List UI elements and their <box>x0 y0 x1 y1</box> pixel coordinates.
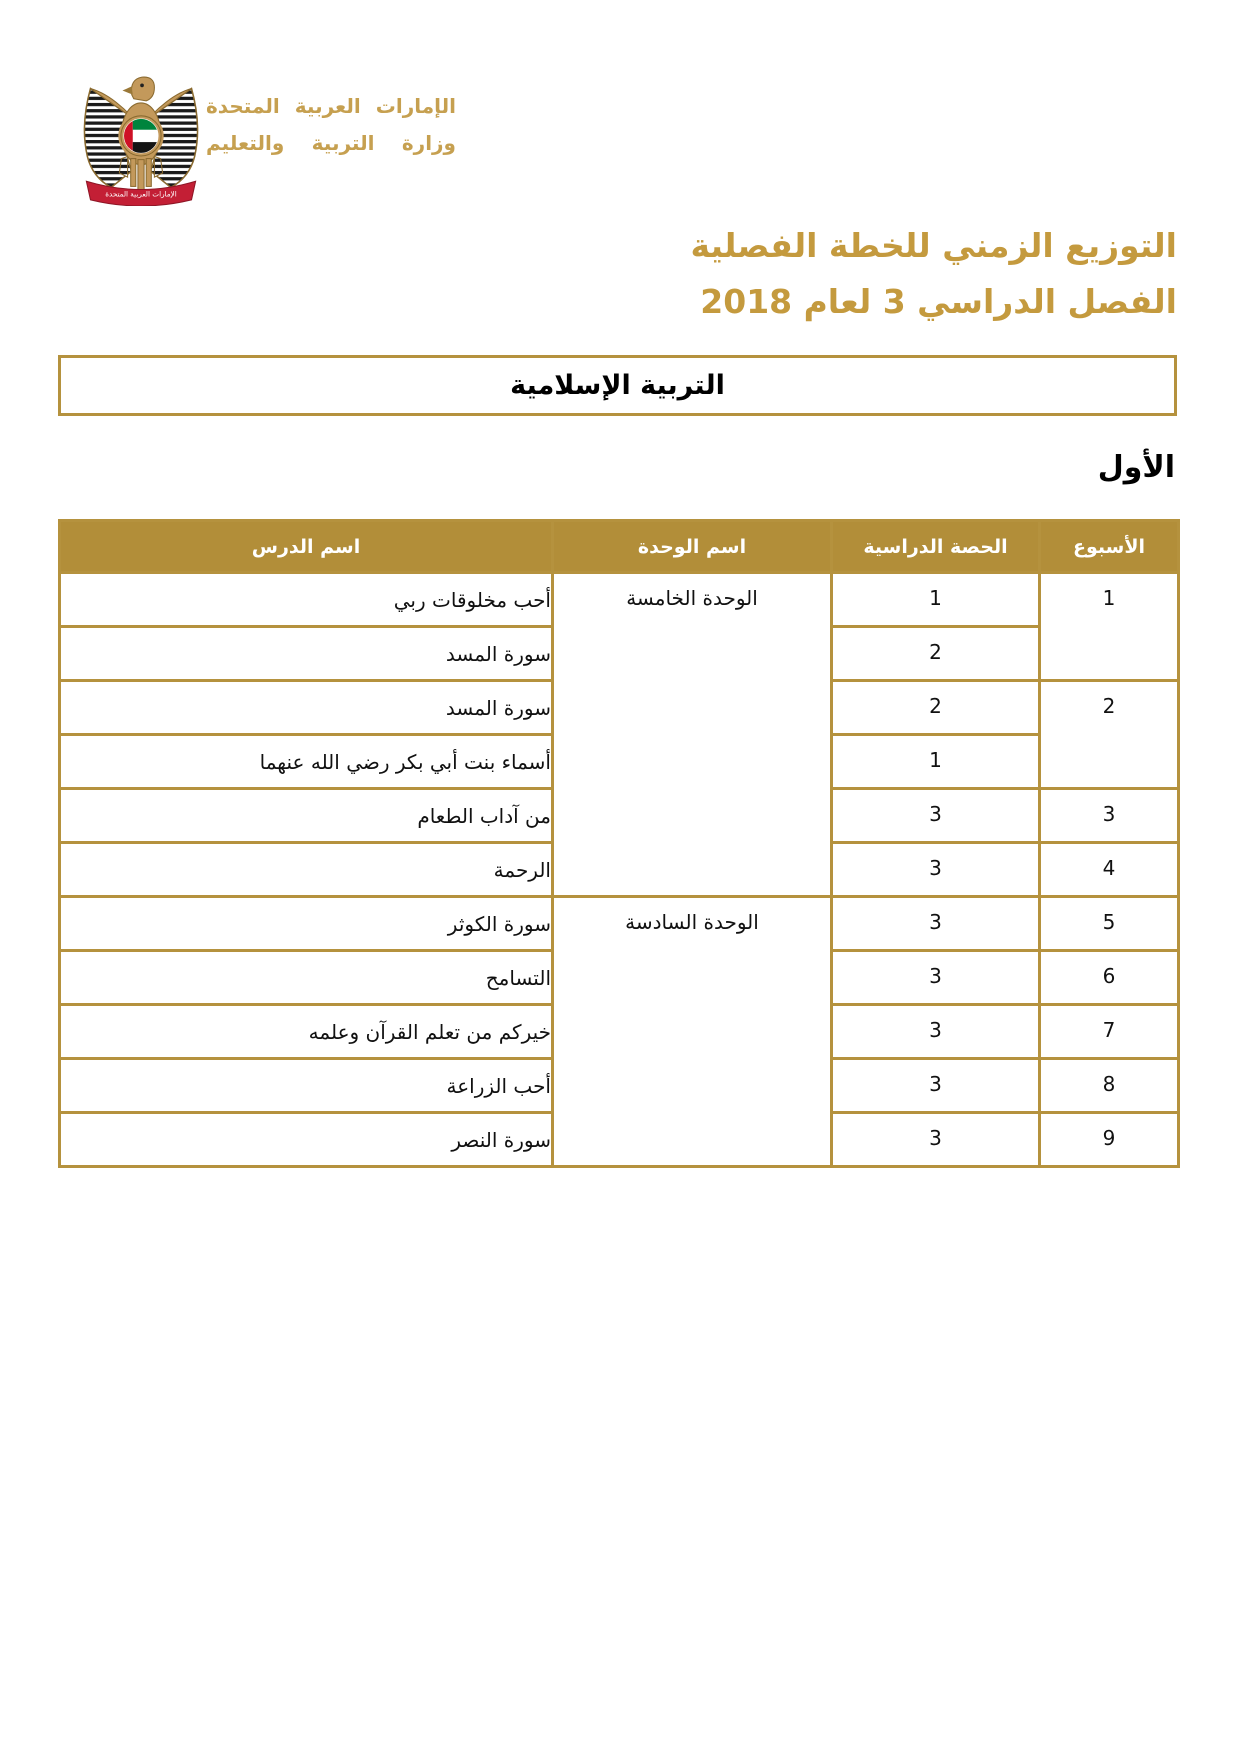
table-row: 9 3 سورة النصر <box>58 1111 1180 1168</box>
table-row: 1 أسماء بنت أبي بكر رضي الله عنهما <box>58 733 1179 790</box>
ministry-name-line2: وزارة التربية والتعليم <box>206 131 456 155</box>
schedule-table: الأسبوع الحصة الدراسية اسم الوحدة اسم ال… <box>58 519 1180 1168</box>
document-title-line2: الفصل الدراسي 3 لعام 2018 <box>700 282 1177 321</box>
week-cell: 5 <box>1038 895 1180 952</box>
lesson-cell: سورة المسد <box>58 625 554 682</box>
table-row: 2 سورة المسد <box>58 625 1179 682</box>
table-row: 7 3 خيركم من تعلم القرآن وعلمه <box>58 1003 1180 1060</box>
subject-title-box: التربية الإسلامية <box>58 355 1177 416</box>
period-cell: 3 <box>830 895 1041 952</box>
table-row: 1 1 الوحدة الخامسة أحب مخلوقات ربي <box>58 571 1180 898</box>
ribbon-banner: الإمارات العربية المتحدة <box>85 180 197 206</box>
week-cell: 8 <box>1038 1057 1180 1114</box>
header-row: الأسبوع الحصة الدراسية اسم الوحدة اسم ال… <box>58 519 1180 574</box>
table-row: 2 2 سورة المسد <box>58 679 1180 790</box>
lesson-cell: من آداب الطعام <box>58 787 554 844</box>
period-cell: 1 <box>830 571 1041 628</box>
week-cell: 4 <box>1038 841 1180 898</box>
banner-text: الإمارات العربية المتحدة <box>105 190 176 199</box>
col-header-unit: اسم الوحدة <box>551 519 833 574</box>
unit-cell: الوحدة السادسة <box>551 895 833 1168</box>
table-row: 3 3 من آداب الطعام <box>58 787 1180 844</box>
ministry-name: الإمارات العربية المتحدة وزارة التربية و… <box>206 88 456 162</box>
lesson-cell: أسماء بنت أبي بكر رضي الله عنهما <box>58 733 554 790</box>
period-cell: 3 <box>830 1111 1041 1168</box>
period-cell: 3 <box>830 841 1041 898</box>
period-cell: 3 <box>830 1003 1041 1060</box>
week-cell: 7 <box>1038 1003 1180 1060</box>
lesson-cell: سورة المسد <box>58 679 554 736</box>
week-cell: 6 <box>1038 949 1180 1006</box>
col-header-lesson: اسم الدرس <box>58 519 554 574</box>
document-title: التوزيع الزمني للخطة الفصلية الفصل الدرا… <box>690 218 1177 330</box>
lesson-cell: أحب مخلوقات ربي <box>58 571 554 628</box>
week-cell: 3 <box>1038 787 1180 844</box>
lesson-cell: سورة النصر <box>58 1111 554 1168</box>
period-cell: 3 <box>830 787 1041 844</box>
lesson-cell: خيركم من تعلم القرآن وعلمه <box>58 1003 554 1060</box>
lesson-cell: أحب الزراعة <box>58 1057 554 1114</box>
table-row: 4 3 الرحمة <box>58 841 1180 898</box>
falcon-tail <box>118 155 164 192</box>
flag-roundel <box>118 113 164 159</box>
table-row: 6 3 التسامح <box>58 949 1180 1006</box>
week-cell: 2 <box>1038 679 1180 790</box>
lesson-cell: سورة الكوثر <box>58 895 554 952</box>
week-cell: 1 <box>1038 571 1180 682</box>
col-header-period: الحصة الدراسية <box>830 519 1041 574</box>
period-cell: 2 <box>830 679 1041 736</box>
section-label: الأول <box>1097 450 1175 485</box>
lesson-cell: الرحمة <box>58 841 554 898</box>
period-cell: 3 <box>830 949 1041 1006</box>
table-row: 5 3 الوحدة السادسة سورة الكوثر <box>58 895 1180 1168</box>
period-cell: 1 <box>830 733 1041 790</box>
period-cell: 2 <box>830 625 1041 682</box>
table-row: 8 3 أحب الزراعة <box>58 1057 1180 1114</box>
period-cell: 3 <box>830 1057 1041 1114</box>
unit-cell: الوحدة الخامسة <box>551 571 833 898</box>
ministry-name-line1: الإمارات العربية المتحدة <box>206 94 456 118</box>
subject-title: التربية الإسلامية <box>510 370 725 401</box>
lesson-cell: التسامح <box>58 949 554 1006</box>
week-cell: 9 <box>1038 1111 1180 1168</box>
col-header-week: الأسبوع <box>1038 519 1180 574</box>
document-title-line1: التوزيع الزمني للخطة الفصلية <box>690 226 1177 265</box>
uae-emblem-icon: الإمارات العربية المتحدة <box>83 76 199 206</box>
